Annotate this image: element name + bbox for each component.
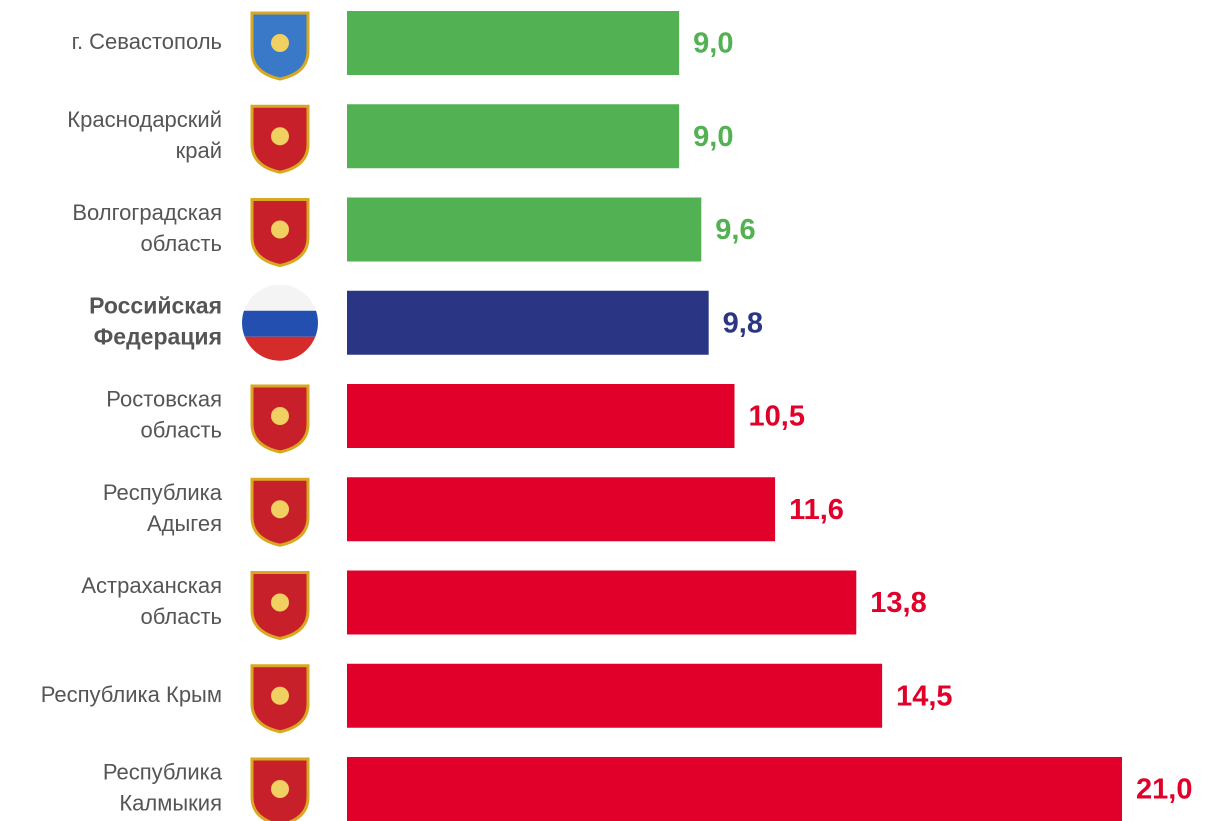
value-label: 9,8 (723, 307, 763, 339)
value-label: 9,6 (715, 214, 755, 246)
flag-red (242, 336, 318, 361)
bar (347, 663, 883, 728)
flag-icon (242, 284, 318, 361)
bar (347, 197, 702, 262)
emblem-detail (271, 686, 289, 705)
emblem-icon (250, 198, 310, 268)
category-label: Ростовская область (106, 386, 222, 442)
category-label: Волгоградская область (72, 200, 222, 256)
value-label: 11,6 (789, 494, 844, 526)
bar (347, 384, 735, 448)
value-label: 9,0 (693, 28, 733, 60)
value-label: 9,0 (693, 121, 733, 153)
emblem-detail (271, 407, 289, 425)
value-label: 14,5 (896, 680, 952, 712)
bar (347, 290, 709, 355)
emblem-icon (250, 571, 310, 641)
emblem-detail (271, 780, 289, 798)
value-label: 10,5 (749, 401, 805, 433)
emblem-icon (250, 384, 310, 454)
bar (347, 570, 857, 635)
value-label: 13,8 (870, 587, 926, 619)
category-label: Краснодарский край (67, 107, 222, 163)
flag (242, 284, 318, 361)
emblem-detail (271, 220, 289, 239)
bar (347, 11, 680, 75)
emblem-detail (271, 127, 289, 146)
flag-white (242, 284, 318, 311)
emblem-icon (250, 757, 310, 821)
emblem-icon (250, 477, 310, 547)
category-label: Республика Крым (41, 682, 222, 707)
value-label: 21,0 (1136, 774, 1192, 806)
category-label: Республика Калмыкия (103, 759, 223, 815)
emblem-detail (271, 500, 289, 519)
category-label: Республика Адыгея (103, 480, 223, 536)
emblem-icon (250, 11, 310, 81)
emblem-detail (271, 34, 289, 52)
emblem-icon (250, 664, 310, 734)
emblem-icon (250, 104, 310, 174)
category-label: Астраханская область (81, 573, 222, 629)
category-label: Российская Федерация (89, 292, 222, 349)
bar (347, 757, 1122, 821)
emblem-detail (271, 593, 289, 612)
bar (347, 104, 680, 169)
bar (347, 477, 776, 542)
flag-blue (242, 310, 318, 337)
category-label: г. Севастополь (72, 29, 222, 54)
